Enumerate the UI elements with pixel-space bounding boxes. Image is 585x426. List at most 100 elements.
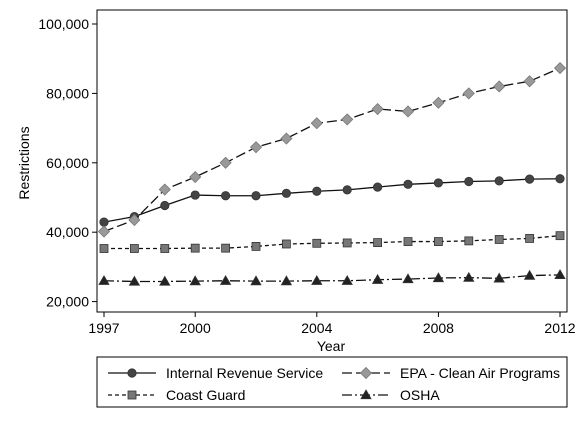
legend-marker: [127, 390, 137, 400]
data-point: [159, 275, 171, 286]
data-point: [128, 275, 141, 286]
legend-box: [96, 356, 568, 408]
data-point: [371, 102, 384, 116]
data-point: [99, 244, 109, 253]
y-tick-label: 60,000: [46, 155, 89, 171]
data-point: [463, 271, 475, 282]
x-tick-label: 2008: [423, 320, 454, 336]
data-point: [312, 186, 322, 196]
series-epa-clean-air-programs: [97, 62, 567, 238]
legend-item: Coast Guard: [108, 387, 245, 403]
y-axis-title: Restrictions: [16, 126, 32, 199]
data-point: [403, 237, 413, 246]
data-point: [98, 274, 110, 285]
data-point: [525, 234, 534, 243]
series-osha: [98, 269, 566, 286]
series-internal-revenue-service: [99, 174, 565, 227]
data-point: [189, 170, 202, 184]
data-point: [158, 183, 171, 196]
data-point: [555, 231, 565, 241]
data-point: [493, 272, 505, 283]
data-point: [432, 272, 445, 283]
legend-label: Coast Guard: [166, 387, 245, 403]
data-point: [433, 178, 443, 188]
series-line: [103, 274, 561, 283]
legend-label: OSHA: [400, 387, 440, 403]
data-point: [372, 182, 383, 192]
x-tick-label: 1997: [88, 320, 119, 336]
legend-item: EPA - Clean Air Programs: [342, 365, 560, 381]
data-point: [341, 113, 354, 126]
series-layer: [97, 62, 567, 286]
data-point: [129, 244, 139, 253]
data-point: [249, 141, 263, 154]
data-point: [128, 213, 141, 227]
data-point: [554, 269, 566, 280]
data-point: [219, 274, 232, 285]
data-point: [221, 243, 231, 253]
data-point: [280, 132, 293, 145]
data-point: [403, 179, 413, 189]
data-point: [190, 190, 200, 200]
data-point: [494, 176, 504, 186]
data-point: [219, 156, 232, 169]
data-point: [462, 87, 475, 100]
y-tick-label: 80,000: [46, 85, 89, 101]
legend-label: EPA - Clean Air Programs: [400, 365, 560, 381]
data-point: [402, 273, 414, 284]
legend-marker: [359, 366, 373, 380]
data-point: [553, 62, 567, 75]
axes: 20,000 40,000 60,000 80,000 100,000 1997 2000 2…: [38, 9, 576, 336]
x-axis-title: Year: [317, 338, 346, 354]
y-tick-label: 100,000: [38, 16, 89, 32]
data-point: [251, 242, 261, 251]
legend: Internal Revenue Service EPA - Clean Air …: [96, 356, 568, 408]
data-point: [251, 191, 261, 201]
data-point: [311, 274, 323, 285]
data-point: [281, 188, 291, 198]
series-line: [104, 235, 561, 250]
x-tick-label: 2012: [544, 320, 575, 336]
data-point: [373, 238, 383, 248]
data-point: [494, 235, 504, 244]
legend-marker: [127, 368, 137, 378]
data-point: [160, 200, 170, 211]
legend-item: OSHA: [342, 387, 440, 403]
data-point: [281, 239, 291, 249]
data-point: [555, 174, 565, 184]
data-point: [493, 80, 506, 93]
legend-label: Internal Revenue Service: [166, 365, 323, 381]
data-point: [371, 273, 384, 284]
data-point: [341, 274, 353, 285]
data-point: [524, 174, 535, 184]
series-line: [103, 67, 561, 233]
data-point: [401, 105, 415, 118]
data-point: [160, 244, 170, 253]
data-point: [312, 238, 322, 248]
data-point: [221, 191, 231, 201]
data-point: [464, 176, 474, 187]
data-point: [97, 225, 111, 238]
data-point: [190, 243, 200, 253]
data-point: [280, 275, 293, 286]
data-point: [189, 275, 201, 286]
x-tick-label: 2000: [180, 320, 211, 336]
series-line: [103, 178, 561, 223]
data-point: [432, 96, 445, 109]
legend-marker: [360, 389, 372, 400]
y-tick-label: 40,000: [46, 224, 89, 240]
legend-item: Internal Revenue Service: [108, 365, 323, 381]
x-tick-label: 2004: [301, 320, 332, 336]
data-point: [523, 75, 536, 88]
data-point: [310, 117, 323, 130]
data-point: [523, 269, 536, 280]
data-point: [342, 185, 352, 195]
data-point: [464, 236, 474, 246]
data-point: [342, 238, 352, 248]
data-point: [250, 275, 262, 286]
data-point: [433, 237, 443, 246]
y-tick-label: 20,000: [46, 294, 89, 310]
series-coast-guard: [99, 231, 565, 253]
data-point: [99, 217, 109, 227]
